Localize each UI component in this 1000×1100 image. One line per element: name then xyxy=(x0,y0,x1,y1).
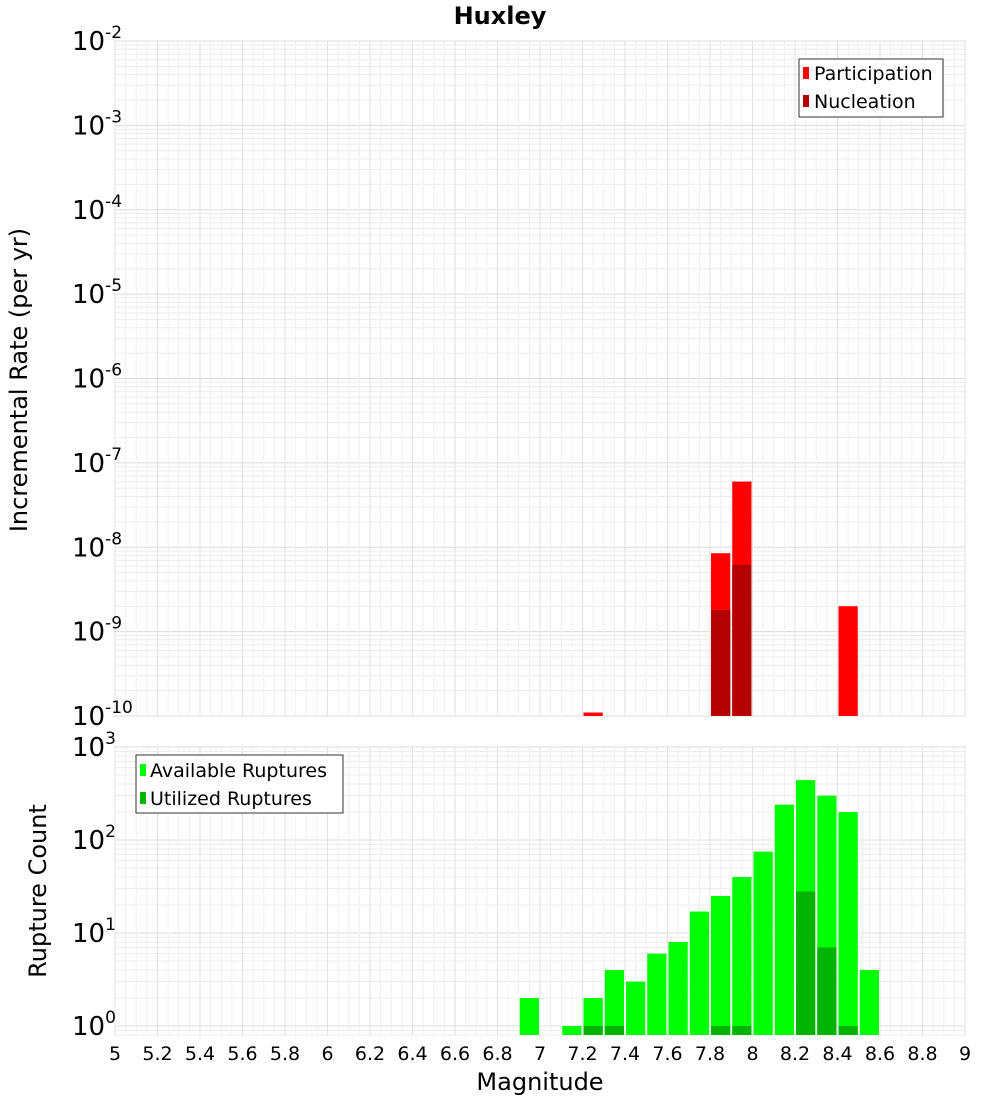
x-tick-label: 7.2 xyxy=(567,1043,597,1065)
available-ruptures-bar xyxy=(583,997,603,1035)
x-tick-label: 5.8 xyxy=(270,1043,300,1065)
available-ruptures-bar xyxy=(647,953,667,1035)
x-tick-label: 6.4 xyxy=(397,1043,427,1065)
utilized-ruptures-bar xyxy=(838,1025,858,1035)
rate-y-tick-label: 10-3 xyxy=(72,107,122,141)
available-ruptures-bar xyxy=(732,877,752,1035)
count-y-tick-label: 101 xyxy=(72,915,116,949)
rate-y-tick-label: 10-7 xyxy=(72,445,122,479)
count-bars xyxy=(519,780,879,1035)
chart-title: Huxley xyxy=(454,2,547,30)
nucleation-legend-label: Nucleation xyxy=(814,91,916,113)
available-ruptures-bar xyxy=(753,851,773,1035)
available-ruptures-bar xyxy=(859,969,879,1035)
count-legend-box xyxy=(135,754,344,814)
x-tick-label: 5.2 xyxy=(142,1043,172,1065)
x-tick-label: 9 xyxy=(959,1043,971,1065)
available-ruptures-bar xyxy=(604,969,624,1035)
available-ruptures-bar xyxy=(626,981,646,1035)
utilized-ruptures-bar xyxy=(604,1025,624,1035)
x-tick-label: 6.2 xyxy=(355,1043,385,1065)
participation-legend-swatch xyxy=(803,67,809,79)
count-x-ticks: 5 5.2 5.4 5.6 5.8 6 6.2 6.4 6.6 6.8 7 7.2 7.4 7.6 7.8 8… xyxy=(109,1043,971,1065)
x-tick-label: 5.4 xyxy=(185,1043,215,1065)
available-legend-label: Available Ruptures xyxy=(150,760,327,782)
x-tick-label: 7 xyxy=(534,1043,546,1065)
x-tick-label: 5 xyxy=(109,1043,121,1065)
x-tick-label: 5.6 xyxy=(227,1043,257,1065)
nucleation-legend-swatch xyxy=(803,95,809,107)
x-tick-label: 8.8 xyxy=(907,1043,937,1065)
x-tick-label: 8.4 xyxy=(822,1043,852,1065)
x-tick-label: 6.8 xyxy=(482,1043,512,1065)
utilized-ruptures-bar xyxy=(796,891,816,1035)
rate-legend-box xyxy=(798,58,944,118)
x-tick-label: 8.6 xyxy=(865,1043,895,1065)
x-tick-label: 6.6 xyxy=(440,1043,470,1065)
participation-bar xyxy=(583,712,603,716)
rate-y-tick-label: 10-5 xyxy=(72,276,122,310)
x-axis-label: Magnitude xyxy=(476,1068,603,1096)
available-legend-swatch xyxy=(140,764,146,776)
x-tick-label: 8 xyxy=(746,1043,758,1065)
available-ruptures-bar xyxy=(838,812,858,1035)
utilized-ruptures-bar xyxy=(583,1025,603,1035)
utilized-ruptures-bar xyxy=(817,947,837,1035)
rate-y-tick-label: 10-2 xyxy=(72,23,122,57)
count-y-tick-label: 100 xyxy=(72,1008,116,1042)
utilized-legend-swatch xyxy=(140,792,146,804)
rate-panel: 10-10 10-9 10-8 10-7 10-6 10-5 10-4 10-3 10-2 In… xyxy=(5,23,966,732)
participation-bar xyxy=(838,606,858,716)
rate-y-ticks: 10-10 10-9 10-8 10-7 10-6 10-5 10-4 10-3 10-2 xyxy=(72,23,133,732)
x-tick-label: 6 xyxy=(321,1043,333,1065)
count-y-axis-label: Rupture Count xyxy=(24,804,52,978)
utilized-ruptures-bar xyxy=(711,1025,731,1035)
rate-gridlines xyxy=(114,40,966,717)
participation-legend-label: Participation xyxy=(814,63,933,85)
available-ruptures-bar xyxy=(562,1025,582,1035)
x-tick-label: 7.8 xyxy=(695,1043,725,1065)
nucleation-bar xyxy=(711,610,731,716)
available-ruptures-bar xyxy=(689,911,709,1035)
available-ruptures-bar xyxy=(711,895,731,1035)
nucleation-bar xyxy=(732,564,752,716)
count-y-tick-label: 103 xyxy=(72,729,116,763)
count-y-tick-label: 102 xyxy=(72,822,116,856)
x-tick-label: 7.4 xyxy=(610,1043,640,1065)
count-panel: 100 101 102 103 5 5.2 5.4 5.6 5.8 6 6.2 6.4 6.6 6.8 7… xyxy=(24,729,971,1096)
rate-legend: Participation Nucleation xyxy=(798,58,944,118)
rate-y-tick-label: 10-8 xyxy=(72,529,122,563)
rate-bars xyxy=(583,481,858,716)
rate-y-tick-label: 10-9 xyxy=(72,614,122,648)
count-y-ticks: 100 101 102 103 xyxy=(72,729,116,1042)
rate-y-tick-label: 10-10 xyxy=(72,698,133,732)
utilized-ruptures-bar xyxy=(732,1025,752,1035)
rate-y-axis-label: Incremental Rate (per yr) xyxy=(5,228,33,532)
x-tick-label: 7.6 xyxy=(652,1043,682,1065)
x-tick-label: 8.2 xyxy=(780,1043,810,1065)
rate-y-tick-label: 10-4 xyxy=(72,192,122,226)
available-ruptures-bar xyxy=(774,804,794,1035)
available-ruptures-bar xyxy=(519,997,539,1035)
utilized-legend-label: Utilized Ruptures xyxy=(150,788,312,810)
available-ruptures-bar xyxy=(668,942,688,1035)
rate-y-tick-label: 10-6 xyxy=(72,361,122,395)
count-legend: Available Ruptures Utilized Ruptures xyxy=(135,754,344,814)
